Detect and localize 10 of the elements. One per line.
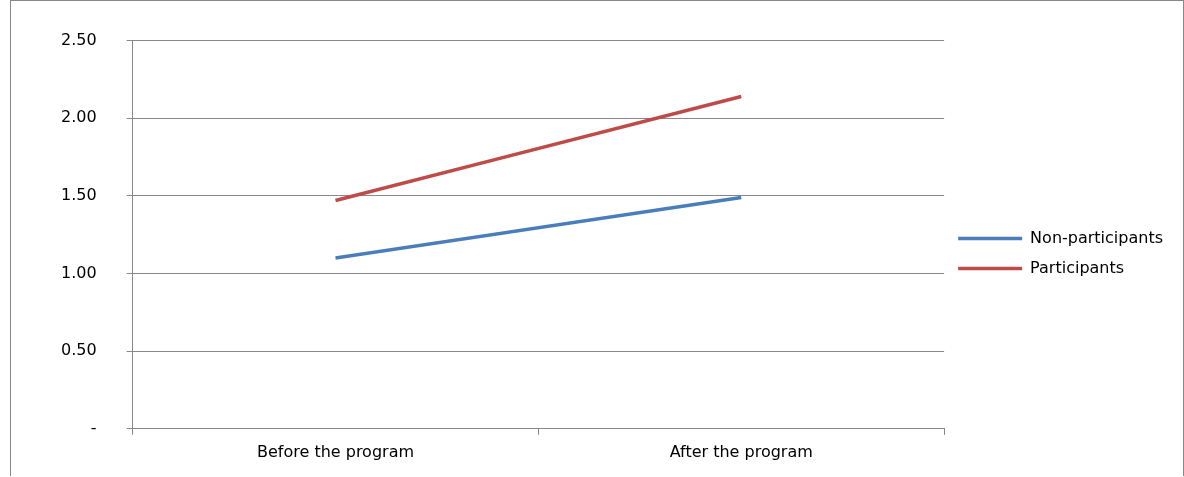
y-tick-label: 2.50	[61, 29, 97, 49]
legend-label: Participants	[1030, 257, 1125, 277]
y-tick-label: 1.50	[61, 185, 97, 205]
y-tick-label: 0.50	[61, 340, 97, 360]
y-tick-label: 2.00	[61, 107, 97, 127]
y-tick-label: 1.00	[61, 262, 97, 282]
y-tick-label: -	[90, 417, 97, 437]
x-tick-label: Before the program	[256, 441, 415, 461]
legend-label: Non-participants	[1030, 227, 1164, 247]
x-tick-label: After the program	[669, 441, 813, 461]
